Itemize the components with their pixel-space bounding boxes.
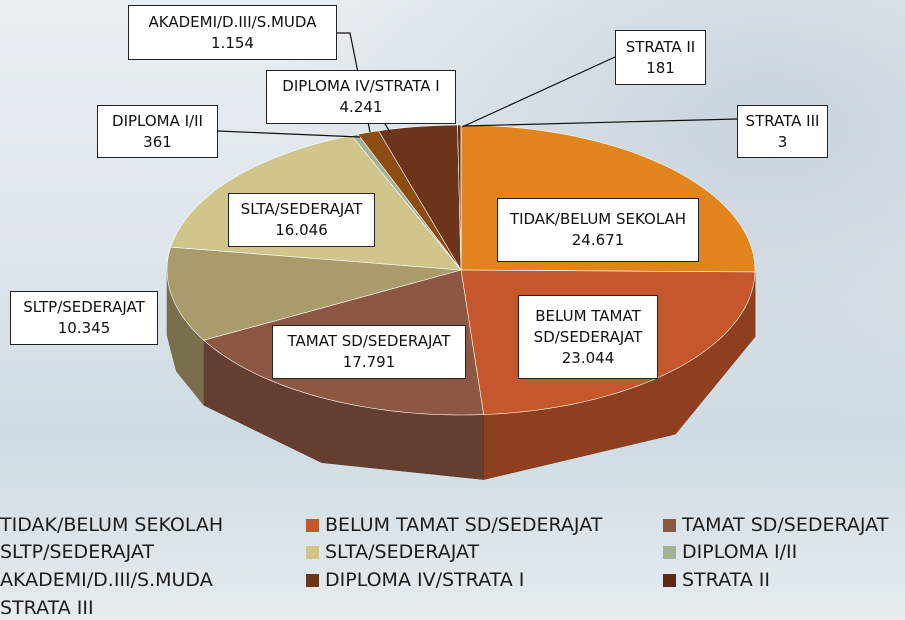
label-category: SLTA/SEDERAJAT — [240, 200, 363, 218]
label-category: TAMAT SD/SEDERAJAT — [287, 332, 451, 350]
label-value: 10.345 — [57, 319, 111, 337]
label-value: 24.671 — [571, 231, 625, 249]
leader-line — [461, 56, 616, 128]
data-label: STRATA II 181 — [615, 30, 706, 85]
legend-item: SLTP/SEDERAJAT — [0, 541, 154, 563]
legend-label: SLTP/SEDERAJAT — [0, 541, 155, 563]
label-category: STRATA III — [745, 111, 820, 130]
data-label: BELUM TAMAT SD/SEDERAJAT 23.044 — [518, 295, 658, 379]
legend-item: TAMAT SD/SEDERAJAT — [663, 514, 888, 536]
legend-label: STRATA II — [682, 569, 770, 591]
data-label: DIPLOMA I/II 361 — [97, 105, 218, 158]
label-value: 23.044 — [561, 348, 615, 367]
leader-line — [462, 118, 738, 127]
label-value: 181 — [646, 58, 675, 77]
legend-label: DIPLOMA I/II — [682, 541, 798, 563]
leader-line — [217, 130, 361, 138]
label-value: 4.241 — [339, 98, 383, 116]
legend-label: TAMAT SD/SEDERAJAT — [682, 514, 889, 536]
legend-swatch — [663, 518, 676, 532]
data-label: SLTP/SEDERAJAT 10.345 — [10, 291, 158, 345]
label-category: STRATA II — [625, 37, 696, 56]
legend-swatch — [306, 573, 319, 587]
legend-label: TIDAK/BELUM SEKOLAH — [0, 514, 224, 536]
label-value: 1.154 — [211, 33, 254, 52]
label-category: AKADEMI/D.III/S.MUDA — [148, 12, 317, 31]
legend-label: AKADEMI/D.III/S.MUDA — [0, 569, 213, 591]
label-value: 16.046 — [275, 221, 328, 239]
label-category: DIPLOMA IV/STRATA I — [282, 77, 440, 95]
legend-item: DIPLOMA IV/STRATA I — [306, 569, 524, 591]
data-label: TIDAK/BELUM SEKOLAH 24.671 — [497, 198, 699, 262]
legend-item: STRATA III — [0, 597, 94, 619]
legend-swatch — [663, 573, 676, 587]
label-value: 361 — [143, 132, 172, 151]
legend-label: SLTA/SEDERAJAT — [325, 541, 480, 563]
slice — [166, 246, 462, 341]
legend-item: AKADEMI/D.III/S.MUDA — [0, 569, 213, 591]
label-value: 17.791 — [342, 353, 396, 371]
legend-swatch — [306, 545, 319, 559]
label-category: DIPLOMA I/II — [112, 111, 203, 130]
legend-swatch — [306, 518, 319, 532]
legend-item: SLTA/SEDERAJAT — [306, 541, 479, 563]
label-category: TIDAK/BELUM SEKOLAH — [509, 210, 687, 228]
legend-label: STRATA III — [0, 597, 94, 619]
legend-item: DIPLOMA I/II — [663, 541, 797, 563]
label-value: 3 — [777, 132, 788, 151]
label-category: BELUM TAMAT SD/SEDERAJAT — [533, 306, 643, 346]
label-category: SLTP/SEDERAJAT — [23, 298, 145, 316]
data-label: SLTA/SEDERAJAT 16.046 — [228, 193, 375, 247]
data-label: STRATA III 3 — [737, 105, 828, 158]
legend-label: DIPLOMA IV/STRATA I — [325, 569, 525, 591]
data-label: AKADEMI/D.III/S.MUDA 1.154 — [128, 5, 337, 60]
data-label: DIPLOMA IV/STRATA I 4.241 — [266, 70, 456, 124]
legend-label: BELUM TAMAT SD/SEDERAJAT — [325, 514, 603, 536]
legend-item: TIDAK/BELUM SEKOLAH — [0, 514, 223, 536]
legend-swatch — [663, 545, 676, 559]
leader-line — [384, 123, 391, 133]
legend-item: STRATA II — [663, 569, 770, 591]
slice — [378, 124, 462, 272]
legend-item: BELUM TAMAT SD/SEDERAJAT — [306, 514, 602, 536]
data-label: TAMAT SD/SEDERAJAT 17.791 — [272, 325, 466, 379]
